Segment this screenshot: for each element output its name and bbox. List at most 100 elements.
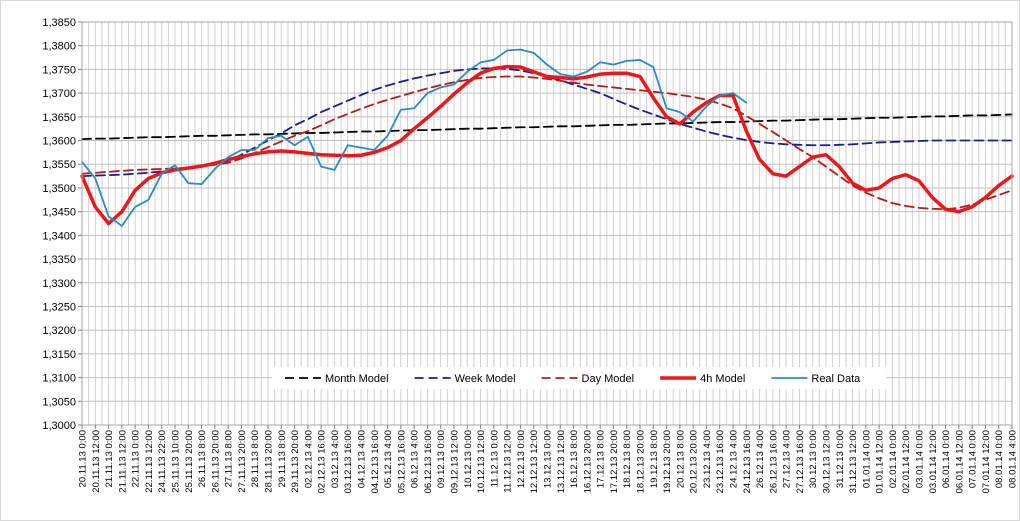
x-tick-label: 24.12.13 16:00 <box>742 430 753 493</box>
axes: 1,3000 1,3050 1,3100 1,3150 1,3200 1,3250 1,33… <box>42 17 1018 493</box>
x-tick-label: 30.12.13 0:00 <box>808 430 819 488</box>
x-tick-label: 02.12.13 4:00 <box>303 430 314 488</box>
x-tick-label: 26.11.13 20:00 <box>210 430 221 493</box>
x-tick-label: 22.11.13 0:00 <box>131 430 142 487</box>
x-tick-label: 18.12.13 8:00 <box>622 430 633 488</box>
legend-label: Real Data <box>811 373 861 385</box>
x-tick-label: 08.01.14 0:00 <box>994 430 1005 488</box>
y-tick-label: 1,3500 <box>42 183 76 195</box>
x-tick-label: 29.11.13 8:00 <box>277 430 288 487</box>
legend-label: 4h Model <box>700 373 745 385</box>
x-tick-label: 07.01.14 0:00 <box>968 430 979 488</box>
y-tick-label: 1,3200 <box>42 325 76 337</box>
x-tick-label: 31.12.13 0:00 <box>835 430 846 488</box>
x-tick-label: 21.11.13 12:00 <box>117 430 128 493</box>
x-tick-label: 03.12.13 4:00 <box>330 430 341 488</box>
x-tick-label: 04.12.13 4:00 <box>357 430 368 488</box>
x-tick-label: 27.12.13 4:00 <box>782 430 793 488</box>
x-tick-label: 26.11.13 8:00 <box>197 430 208 487</box>
y-tick-label: 1,3750 <box>42 64 76 76</box>
x-tick-label: 18.12.13 20:00 <box>636 430 647 493</box>
y-tick-label: 1,3850 <box>42 17 76 29</box>
x-tick-label: 12.12.13 12:00 <box>529 430 540 493</box>
series-line <box>81 48 748 227</box>
y-tick-label: 1,3400 <box>42 230 76 242</box>
x-tick-label: 01.01.14 0:00 <box>861 430 872 488</box>
x-tick-label: 22.11.13 12:00 <box>144 430 155 493</box>
x-tick-label: 13.12.13 0:00 <box>543 430 554 488</box>
legend-label: Month Model <box>325 373 389 385</box>
x-tick-label: 09.12.13 0:00 <box>436 430 447 488</box>
x-tick-label: 12.12.13 0:00 <box>516 430 527 488</box>
x-tick-label: 06.12.13 4:00 <box>410 430 421 488</box>
x-tick-label: 23.12.13 16:00 <box>715 430 726 493</box>
x-tick-label: 11.12.13 0:00 <box>489 430 500 487</box>
y-tick-label: 1,3650 <box>42 112 76 124</box>
x-tick-label: 20.12.13 20:00 <box>689 430 700 493</box>
x-tick-label: 10.12.13 0:00 <box>463 430 474 488</box>
series-line <box>81 113 1013 141</box>
y-tick-label: 1,3350 <box>42 254 76 266</box>
x-tick-label: 26.12.13 16:00 <box>768 430 779 493</box>
y-tick-label: 1,3150 <box>42 349 76 361</box>
legend-box <box>272 367 887 389</box>
x-tick-label: 27.12.13 16:00 <box>795 430 806 493</box>
y-tick-label: 1,3450 <box>42 207 76 219</box>
y-tick-label: 1,3600 <box>42 136 76 148</box>
x-tick-label: 23.12.13 4:00 <box>702 430 713 488</box>
x-tick-label: 05.12.13 16:00 <box>396 430 407 493</box>
x-tick-label: 20.12.13 8:00 <box>675 430 686 488</box>
x-tick-label: 31.12.13 12:00 <box>848 430 859 493</box>
y-tick-label: 1,3100 <box>42 373 76 385</box>
x-tick-label: 28.11.13 20:00 <box>264 430 275 493</box>
x-tick-label: 29.11.13 20:00 <box>290 430 301 493</box>
legend: Month Model Week Model Day Model 4h Model Re… <box>272 367 887 389</box>
series-line <box>80 64 1014 226</box>
y-tick-label: 1,3700 <box>42 88 76 100</box>
x-tick-label: 06.01.14 12:00 <box>954 430 965 493</box>
y-tick-label: 1,3300 <box>42 278 76 290</box>
x-tick-label: 28.11.13 8:00 <box>250 430 261 487</box>
x-tick-label: 11.12.13 12:00 <box>503 430 514 493</box>
grid <box>81 21 1013 426</box>
x-tick-label: 20.11.13 0:00 <box>78 430 89 487</box>
x-tick-label: 27.11.13 8:00 <box>224 430 235 487</box>
x-tick-label: 03.12.13 16:00 <box>343 430 354 493</box>
x-tick-label: 24.12.13 4:00 <box>729 430 740 488</box>
x-tick-label: 17.12.13 20:00 <box>609 430 620 493</box>
x-tick-label: 06.12.13 16:00 <box>423 430 434 493</box>
x-tick-label: 02.01.14 12:00 <box>901 430 912 493</box>
x-tick-label: 03.01.14 0:00 <box>915 430 926 488</box>
x-tick-label: 01.01.14 12:00 <box>875 430 886 493</box>
x-tick-label: 24.11.13 22:00 <box>157 430 168 493</box>
legend-label: Week Model <box>455 373 516 385</box>
x-tick-label: 26.12.13 4:00 <box>755 430 766 488</box>
x-tick-label: 08.01.14 4:00 <box>1008 430 1019 488</box>
x-tick-label: 02.01.14 0:00 <box>888 430 899 488</box>
x-tick-label: 05.12.13 4:00 <box>383 430 394 488</box>
x-tick-label: 03.01.14 12:00 <box>928 430 939 493</box>
x-tick-label: 19.12.13 20:00 <box>662 430 673 493</box>
x-tick-label: 06.01.14 0:00 <box>941 430 952 488</box>
x-tick-label: 07.01.14 12:00 <box>981 430 992 493</box>
x-tick-label: 16.12.13 8:00 <box>569 430 580 488</box>
x-tick-label: 02.12.13 16:00 <box>317 430 328 493</box>
x-tick-label: 30.12.13 12:00 <box>822 430 833 493</box>
series-line <box>81 75 1013 211</box>
y-tick-label: 1,3050 <box>42 396 76 408</box>
y-tick-label: 1,3550 <box>42 159 76 171</box>
x-tick-label: 04.12.13 16:00 <box>370 430 381 493</box>
x-tick-label: 09.12.13 12:00 <box>450 430 461 493</box>
lines <box>80 48 1014 227</box>
y-tick-label: 1,3000 <box>42 420 76 432</box>
x-tick-label: 13.12.13 12:00 <box>556 430 567 493</box>
x-tick-label: 21.11.13 0:00 <box>104 430 115 487</box>
y-tick-label: 1,3250 <box>42 301 76 313</box>
x-tick-label: 16.12.13 20:00 <box>582 430 593 493</box>
x-tick-label: 25.11.13 20:00 <box>184 430 195 493</box>
x-tick-label: 20.11.13 12:00 <box>91 430 102 493</box>
legend-label: Day Model <box>582 373 635 385</box>
y-tick-label: 1,3800 <box>42 41 76 53</box>
x-tick-label: 25.11.13 10:00 <box>171 430 182 493</box>
